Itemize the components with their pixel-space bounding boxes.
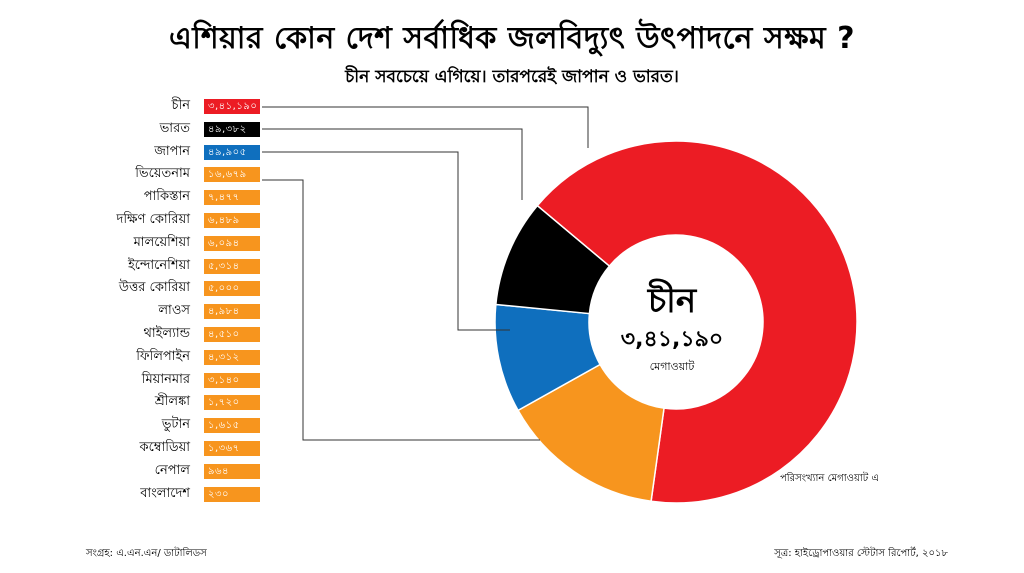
country-label: ভিয়েতনাম [135, 166, 190, 182]
value-badge: ৬,০৯৪ [204, 235, 260, 251]
footer-source: সূত্র: হাইড্রোপাওয়ার স্টেটাস রিপোর্ট, ২… [774, 548, 948, 559]
country-label: উত্তর কোরিয়া [118, 280, 190, 296]
value-badge: ৪৯,৩৮২ [204, 121, 260, 137]
value-badge: ৪,৫১০ [204, 327, 260, 342]
value-badge: ৩,১৪০ [204, 372, 260, 388]
country-label: মিয়ানমার [141, 371, 190, 387]
country-label: চীন [171, 98, 191, 113]
country-label: ভুটান [161, 417, 190, 433]
value-badge: ৯৬৪ [204, 463, 260, 479]
connector-line [262, 106, 589, 148]
chart-title: এশিয়ার কোন দেশ সর্বাধিক জলবিদ্যুৎ উৎপাদ… [168, 21, 856, 56]
connector-line [262, 179, 540, 441]
value-badge: ৭,৪৭৭ [204, 190, 260, 206]
footer-collection: সংগ্রহ: এ.এন.এন/ ডাটালিডস [86, 548, 207, 559]
country-label: ভারত [159, 120, 190, 136]
value-badge: ১,৭২০ [204, 395, 260, 411]
connector-line [262, 128, 523, 200]
country-label: ফিলিপাইন [136, 348, 190, 364]
center-country-name: চীন [647, 281, 697, 321]
country-label: শ্রীলঙ্কা [154, 394, 190, 410]
donut-slice-india [495, 204, 611, 315]
value-badge: ২৩০ [204, 486, 260, 502]
value-badge: ১,৩৬৭ [204, 441, 260, 456]
country-label: ইন্দোনেশিয়া [127, 257, 190, 273]
value-badge: ৩,৪১,১৯০ [204, 99, 260, 114]
country-label: কম্বোডিয়া [139, 440, 190, 455]
value-badge: ৫,৩১৪ [204, 258, 260, 274]
donut-slice-china [536, 140, 858, 504]
connector-line [262, 151, 510, 331]
country-label: লাওস [158, 303, 190, 319]
value-badge: ১,৬১৫ [204, 418, 260, 434]
chart-subtitle: চীন সবচেয়ে এগিয়ে। তারপরেই জাপান ও ভারত… [345, 67, 679, 87]
center-unit: মেগাওয়াট [649, 360, 695, 373]
value-badge: ৪৯,৯০৫ [204, 144, 260, 160]
country-label: জাপান [154, 143, 190, 159]
country-label: দক্ষিণ কোরিয়া [116, 212, 190, 227]
value-badge: ৫,০০০ [204, 281, 260, 297]
value-badge: ১৬,৬৭৯ [204, 167, 260, 183]
value-badge: ৬,৪৮৯ [204, 213, 260, 228]
center-value: ৩,৪১,১৯০ [620, 327, 724, 352]
value-badge: ৪,৯৮৪ [204, 304, 260, 320]
country-label: বাংলাদেশ [140, 485, 190, 501]
country-label: নেপাল [154, 462, 190, 478]
unit-note: পরিসংখ্যান মেগাওয়াট এ [780, 473, 880, 484]
country-label: পাকিস্তান [143, 189, 190, 205]
value-badge: ৪,৩১২ [204, 349, 260, 365]
country-label: মালয়েশিয়া [133, 234, 190, 250]
country-label: থাইল্যান্ড [143, 326, 190, 341]
